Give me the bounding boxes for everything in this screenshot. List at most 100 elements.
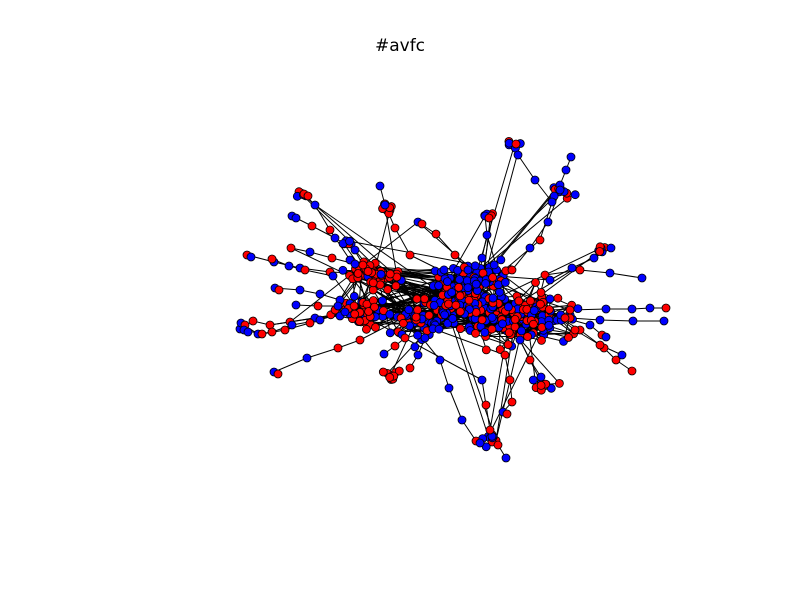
graph-node-blue (525, 243, 535, 253)
graph-node-red (385, 269, 395, 279)
graph-node-blue (606, 243, 616, 253)
graph-node-blue (489, 260, 499, 270)
graph-node-blue (547, 197, 557, 207)
graph-node-blue (349, 291, 359, 301)
graph-node-red (523, 332, 532, 342)
graph-node-red (370, 302, 379, 312)
graph-node-blue (385, 328, 395, 338)
graph-node-red (495, 345, 505, 354)
graph-node-blue (627, 304, 637, 314)
graph-node-red (280, 325, 290, 335)
graph-node-blue (375, 181, 385, 191)
graph-node-blue (561, 165, 571, 175)
graph-node-red (611, 355, 621, 365)
graph-node-red (477, 315, 487, 325)
graph-edge (273, 357, 308, 373)
graph-edge (517, 154, 536, 181)
graph-node-red (525, 355, 535, 365)
graph-node-red (481, 400, 491, 410)
graph-node-blue (495, 287, 505, 297)
graph-node-red (485, 425, 495, 435)
graph-node-red (400, 333, 410, 343)
graph-node-blue (330, 233, 340, 243)
graph-node-red (431, 229, 441, 239)
graph-node-blue (463, 283, 473, 293)
graph-node-blue (410, 342, 420, 352)
graph-node-red (507, 265, 517, 275)
graph-node-red (390, 341, 400, 351)
graph-node-red (510, 314, 520, 324)
graph-node-red (504, 328, 514, 338)
graph-node-red (358, 260, 368, 270)
graph-edge (579, 269, 611, 274)
graph-node-red (505, 375, 515, 385)
graph-node-red (450, 250, 460, 260)
graph-node-blue (328, 271, 338, 281)
graph-node-blue (287, 320, 297, 330)
graph-node-red (595, 340, 605, 350)
graph-node-blue (291, 213, 301, 223)
graph-node-blue (380, 200, 390, 210)
graph-node-red (325, 225, 335, 235)
graph-node-red (511, 139, 521, 149)
graph-node-blue (413, 330, 423, 340)
graph-node-red (595, 247, 605, 256)
graph-node-blue (480, 327, 490, 337)
graph-node-blue (463, 265, 473, 275)
graph-node-blue (470, 261, 480, 271)
graph-edge (487, 311, 551, 437)
graph-node-blue (515, 335, 525, 345)
graph-node-blue (659, 316, 669, 326)
graph-node-blue (475, 438, 485, 448)
graph-node-blue (645, 303, 655, 313)
graph-edge (439, 359, 450, 389)
graph-node-red (412, 294, 422, 304)
graph-node-red (502, 409, 512, 419)
graph-node-red (455, 291, 465, 301)
graph-node-red (544, 305, 554, 314)
graph-node-blue (447, 287, 457, 297)
graph-node-red (526, 296, 535, 306)
graph-node-red (394, 366, 404, 376)
graph-node-blue (501, 453, 511, 463)
graph-node-blue (420, 333, 430, 343)
graph-node-blue (628, 316, 638, 326)
graph-node-blue (498, 319, 507, 329)
graph-node-blue (315, 315, 325, 325)
graph-node-blue (413, 350, 423, 360)
graph-node-red (355, 335, 365, 345)
graph-node-blue (284, 261, 294, 271)
graph-node-blue (570, 190, 580, 200)
graph-node-blue (567, 263, 577, 273)
graph-node-blue (385, 309, 395, 319)
graph-node-red (661, 303, 671, 313)
graph-node-blue (305, 247, 315, 257)
graph-node-blue (481, 279, 491, 288)
graph-node-blue (529, 306, 539, 316)
graph-node-red (500, 350, 510, 360)
graph-node-red (411, 312, 421, 322)
graph-node-red (565, 305, 575, 315)
graph-node-red (420, 294, 429, 304)
graph-node-blue (585, 320, 595, 330)
graph-node-red (405, 363, 415, 373)
graph-node-red (363, 267, 373, 276)
graph-edge (394, 227, 411, 256)
graph-node-red (371, 322, 380, 332)
graph-node-red (390, 223, 400, 233)
graph-node-red (361, 324, 371, 334)
graph-node-red (575, 265, 585, 275)
graph-node-red (536, 299, 545, 309)
graph-node-blue (477, 375, 487, 385)
graph-node-blue (477, 253, 487, 263)
graph-node-red (507, 397, 517, 407)
graph-node-red (424, 310, 434, 320)
graph-node-red (307, 221, 317, 231)
graph-edge (609, 272, 643, 279)
graph-node-red (333, 343, 343, 353)
graph-node-blue (536, 372, 546, 382)
graph-node-red (627, 366, 637, 376)
graph-node-blue (545, 294, 555, 304)
graph-node-blue (448, 314, 458, 323)
